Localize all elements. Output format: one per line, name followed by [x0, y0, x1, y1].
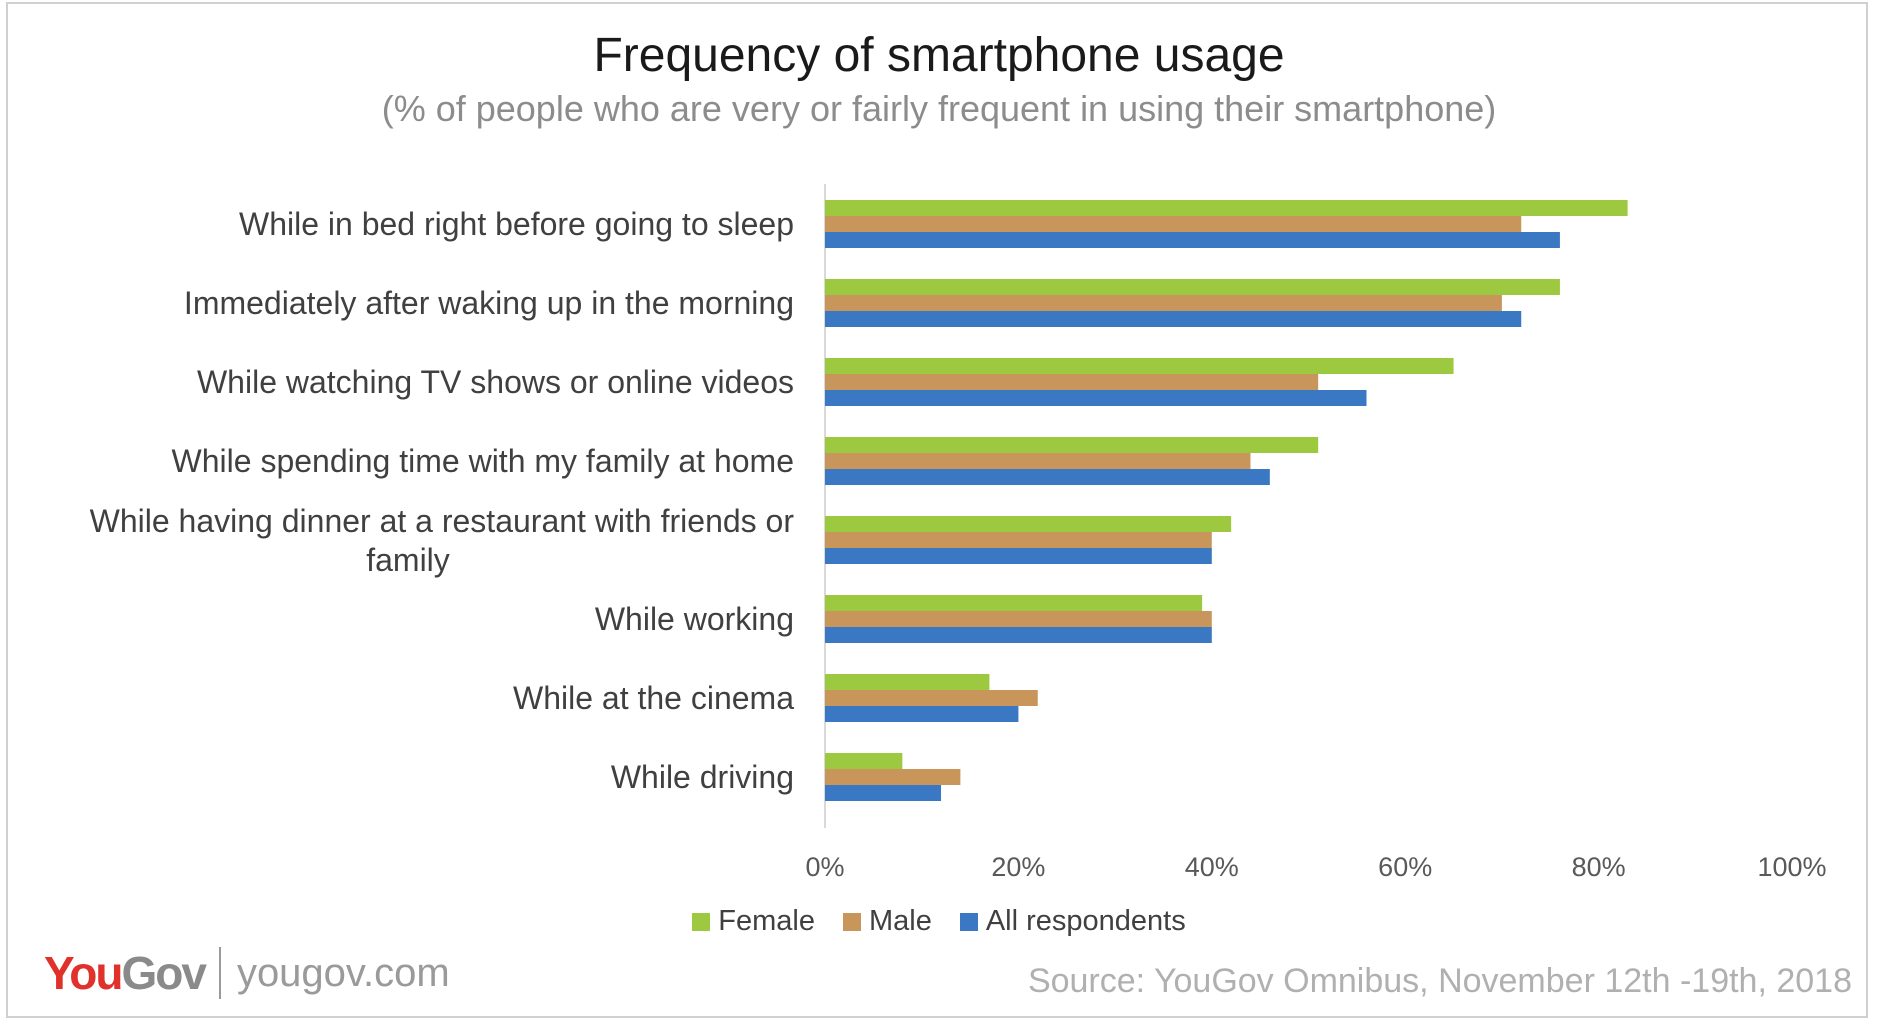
category-label-4: While having dinner at a restaurant with…	[90, 503, 795, 578]
bar-all-5	[825, 627, 1212, 643]
bar-female-2	[825, 358, 1454, 374]
category-label-2: While watching TV shows or online videos	[197, 364, 794, 400]
bar-all-4	[825, 548, 1212, 564]
x-tick-label-3: 60%	[1378, 852, 1432, 882]
x-tick-label-0: 0%	[805, 852, 844, 882]
bar-all-6	[825, 706, 1019, 722]
bar-female-0	[825, 200, 1628, 216]
legend-item-2: All respondents	[959, 905, 1186, 938]
bar-male-4	[825, 532, 1212, 548]
bar-male-1	[825, 295, 1502, 311]
bar-female-3	[825, 437, 1319, 453]
bar-male-6	[825, 690, 1038, 706]
yougov-logo: YouGov	[44, 947, 207, 999]
legend-label-1: Male	[868, 905, 932, 937]
bar-all-3	[825, 469, 1270, 485]
bar-all-2	[825, 390, 1367, 406]
bar-male-5	[825, 611, 1212, 627]
bar-female-6	[825, 674, 990, 690]
bar-female-7	[825, 753, 903, 769]
bar-male-2	[825, 374, 1319, 390]
brand-url: yougov.com	[236, 950, 450, 995]
bar-male-0	[825, 216, 1522, 232]
bar-female-1	[825, 279, 1560, 295]
x-tick-label-5: 100%	[1757, 852, 1826, 882]
bar-male-7	[825, 769, 961, 785]
brand: YouGov yougov.com	[44, 946, 450, 1000]
x-tick-label-4: 80%	[1572, 852, 1626, 882]
legend-item-1: Male	[842, 905, 932, 938]
category-label-6: While at the cinema	[513, 680, 794, 716]
bar-all-1	[825, 311, 1522, 327]
legend-swatch-0	[692, 912, 711, 931]
legend-label-0: Female	[718, 905, 815, 937]
legend-label-2: All respondents	[985, 905, 1186, 937]
bar-female-5	[825, 595, 1203, 611]
category-label-0: While in bed right before going to sleep	[239, 206, 794, 242]
chart-title: Frequency of smartphone usage	[593, 29, 1285, 82]
brand-divider	[218, 947, 221, 999]
bar-female-4	[825, 516, 1232, 532]
category-label-1: Immediately after waking up in the morni…	[184, 285, 794, 321]
legend-swatch-2	[959, 912, 978, 931]
category-label-7: While driving	[611, 759, 794, 795]
source-note: Source: YouGov Omnibus, November 12th -1…	[1027, 962, 1852, 1000]
chart-frame	[6, 2, 1868, 1018]
chart-legend: Female Male All respondents	[0, 905, 1878, 938]
legend-swatch-1	[842, 912, 861, 931]
legend-item-0: Female	[692, 905, 815, 938]
category-label-3: While spending time with my family at ho…	[172, 443, 794, 479]
chart-subtitle: (% of people who are very or fairly freq…	[381, 88, 1497, 129]
x-tick-label-2: 40%	[1185, 852, 1239, 882]
bar-all-7	[825, 785, 942, 801]
bar-all-0	[825, 232, 1560, 248]
x-tick-label-1: 20%	[991, 852, 1045, 882]
bar-male-3	[825, 453, 1251, 469]
category-label-5: While working	[595, 601, 794, 637]
